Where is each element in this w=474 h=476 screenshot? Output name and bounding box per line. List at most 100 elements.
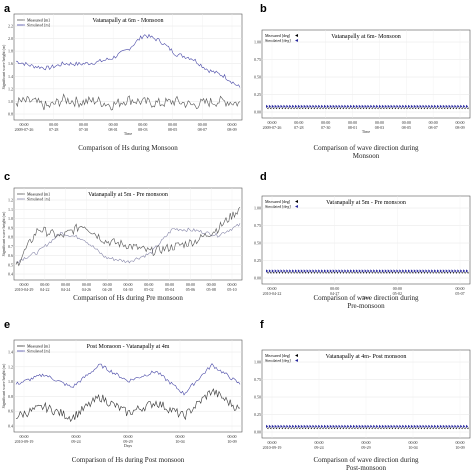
direction-marker-simulated [280,424,283,428]
direction-marker-simulated [466,269,469,273]
direction-marker-measured [374,271,376,274]
x-tick-label: 2009-07-26 [15,127,34,132]
x-tick-label: 00:00 [79,122,88,127]
y-tick-label: 0.5 [8,262,13,267]
x-tick-label: 00:00 [123,282,132,287]
direction-marker-simulated [268,269,272,273]
y-tick-label: 0.75 [254,223,261,228]
direction-marker-simulated [367,424,370,428]
direction-marker-simulated [315,424,318,428]
direction-marker-simulated [300,104,303,108]
direction-marker-measured [310,427,312,430]
direction-marker-measured [464,427,466,430]
direction-marker-measured [464,271,466,274]
direction-marker-measured [345,107,347,110]
direction-marker-measured [435,107,437,110]
figure-caption: Comparison of wave direction during [314,294,419,302]
direction-marker-measured [388,107,391,110]
direction-marker-measured [458,427,460,430]
direction-marker-measured [362,427,365,430]
direction-marker-measured [368,271,370,274]
y-tick-label: 0.50 [254,241,261,246]
direction-marker-simulated [300,269,303,273]
direction-marker-simulated [422,269,425,273]
direction-marker-simulated [451,424,454,428]
y-tick-label: 0.4 [8,272,13,277]
x-tick-label: 00:00 [314,440,323,445]
direction-marker-measured [429,427,431,430]
y-tick-label: 0.8 [8,394,13,399]
direction-marker-measured [458,107,460,110]
direction-marker-simulated [416,424,419,428]
direction-marker-measured [293,427,295,430]
direction-marker-measured [339,107,341,110]
direction-marker-measured [426,271,428,274]
direction-marker-measured [272,427,275,430]
direction-marker-measured [403,427,405,430]
direction-marker-measured [348,427,350,430]
x-tick-label: 07-30 [79,127,88,132]
series-line-simulated [15,363,241,396]
direction-marker-measured [296,427,298,430]
direction-marker-simulated [292,104,295,108]
figure-caption-line2: Post-monsoon [346,464,387,472]
direction-marker-measured [269,271,272,274]
y-axis-label: Significant wave height (m) [1,44,6,89]
direction-marker-measured [409,107,411,110]
direction-marker-measured [342,427,344,430]
direction-marker-measured [310,107,312,110]
direction-marker-measured [382,271,385,274]
direction-marker-measured [443,107,446,110]
x-tick-label: 08-07 [428,125,437,130]
x-tick-label: 04-27 [330,291,339,296]
x-tick-label: 10-09 [227,439,236,444]
direction-marker-simulated [341,424,344,428]
x-tick-label: 07-28 [294,125,303,130]
direction-marker-measured [371,427,373,430]
direction-marker-simulated [295,424,298,428]
direction-marker-simulated [344,424,347,428]
direction-marker-simulated [364,424,367,428]
direction-marker-measured [449,271,451,274]
direction-marker-measured [423,271,425,274]
direction-marker-simulated [355,424,359,428]
x-tick-label: 04-26 [82,287,91,292]
series-line-simulated [15,223,241,264]
direction-marker-simulated [393,269,396,273]
x-tick-label: 00:00 [267,286,276,291]
direction-marker-measured [316,271,318,274]
direction-marker-simulated [324,104,327,108]
direction-marker-simulated [393,424,396,428]
y-tick-label: 0.9 [8,225,13,230]
direction-marker-measured [368,107,370,110]
direction-marker-measured [391,271,393,274]
direction-marker-simulated [448,104,451,108]
direction-marker-simulated [419,104,422,108]
direction-marker-measured [406,107,408,110]
x-tick-label: 08-01 [108,127,117,132]
direction-marker-simulated [428,424,431,428]
x-tick-label: 00:00 [144,282,153,287]
direction-marker-measured [377,271,379,274]
y-tick-label: 1.8 [8,49,13,54]
x-tick-label: 00:00 [455,440,464,445]
x-tick-label: 00:00 [109,122,118,127]
direction-marker-simulated [457,269,460,273]
x-tick-label: 05-06 [186,287,195,292]
x-tick-label: 10-04 [175,439,184,444]
x-axis-label: Time [124,131,133,136]
direction-marker-measured [307,107,309,110]
direction-marker-simulated [379,424,382,428]
direction-marker-simulated [399,424,402,428]
direction-marker-measured [351,107,353,110]
direction-marker-simulated [454,104,457,108]
direction-marker-measured [443,427,446,430]
chart-title: Vatanapally at 6m- Monsoon [331,34,401,40]
direction-marker-simulated [361,104,364,108]
direction-marker-measured [287,107,289,110]
direction-marker-simulated [376,104,379,108]
direction-marker-measured [333,427,336,430]
x-tick-label: 00:00 [429,120,438,125]
direction-marker-simulated [402,424,405,428]
